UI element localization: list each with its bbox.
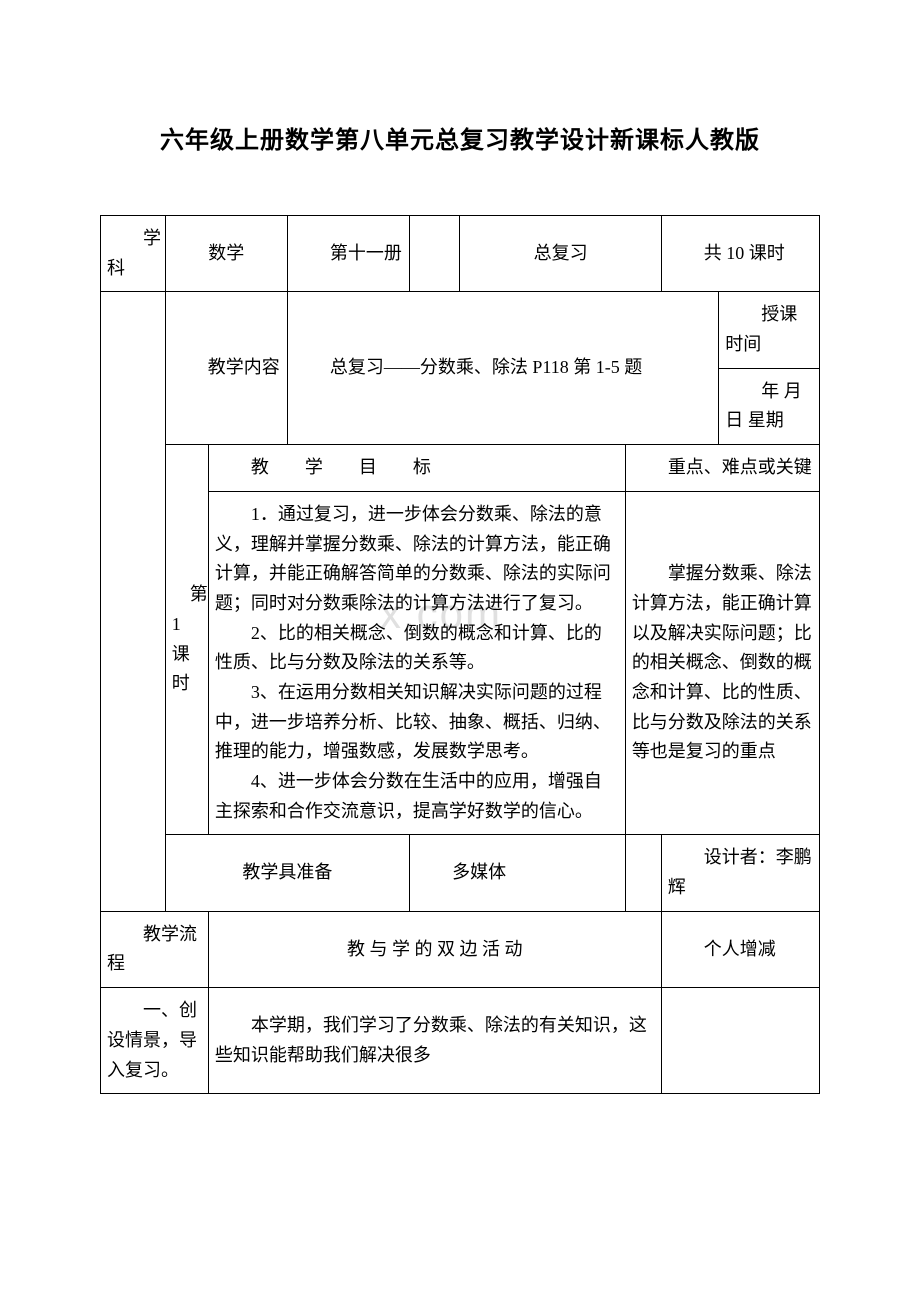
empty-cell-2 <box>625 835 661 911</box>
hours-label: 共 10 课时 <box>661 216 819 292</box>
subject-label: 学科 <box>101 216 166 292</box>
objectives-label: 教 学 目 标 <box>208 445 625 492</box>
empty-personal <box>661 988 819 1094</box>
flow-label: 教学流程 <box>101 911 209 987</box>
empty-left-cell <box>101 292 166 911</box>
table-row: 1．通过复习，进一步体会分数乘、除法的意义，理解并掌握分数乘、除法的计算方法，能… <box>101 491 820 835</box>
activity-label: 教 与 学 的 双 边 活 动 <box>208 911 661 987</box>
objective-2: 2、比的相关概念、倒数的概念和计算、比的性质、比与分数及除法的关系等。 <box>215 619 619 678</box>
lesson-plan-table: 学科 数学 第十一册 总复习 共 10 课时 教学内容 总复习——分数乘、除法 … <box>100 215 820 1094</box>
subject-value: 数学 <box>165 216 287 292</box>
table-row: 一、创设情景，导入复习。 本学期，我们学习了分数乘、除法的有关知识，这些知识能帮… <box>101 988 820 1094</box>
table-row: 教学具准备 多媒体 设计者：李鹏辉 <box>101 835 820 911</box>
document-title: 六年级上册数学第八单元总复习教学设计新课标人教版 <box>100 120 820 155</box>
content-value: 总复习——分数乘、除法 P118 第 1-5 题 <box>287 292 718 445</box>
table-row: 教学内容 总复习——分数乘、除法 P118 第 1-5 题 授课时间 <box>101 292 820 368</box>
objective-4: 4、进一步体会分数在生活中的应用，增强自主探索和合作交流意识，提高学好数学的信心… <box>215 767 619 826</box>
table-row: 教学流程 教 与 学 的 双 边 活 动 个人增减 <box>101 911 820 987</box>
table-row: 第 1 课时 教 学 目 标 重点、难点或关键 <box>101 445 820 492</box>
prep-value: 多媒体 <box>410 835 626 911</box>
empty-cell <box>410 216 460 292</box>
step-content: 本学期，我们学习了分数乘、除法的有关知识，这些知识能帮助我们解决很多 <box>208 988 661 1094</box>
time-label-bottom: 年 月 日 星期 <box>719 368 820 444</box>
keypoints-content: 掌握分数乘、除法计算方法，能正确计算以及解决实际问题；比的相关概念、倒数的概念和… <box>625 491 819 835</box>
keypoints-label: 重点、难点或关键 <box>625 445 819 492</box>
lesson-number: 第 1 课时 <box>165 445 208 835</box>
designer-label: 设计者：李鹏辉 <box>661 835 819 911</box>
unit-value: 总复习 <box>460 216 661 292</box>
objective-1: 1．通过复习，进一步体会分数乘、除法的意义，理解并掌握分数乘、除法的计算方法，能… <box>215 500 619 619</box>
objective-3: 3、在运用分数相关知识解决实际问题的过程中，进一步培养分析、比较、抽象、概括、归… <box>215 678 619 767</box>
content-label: 教学内容 <box>165 292 287 445</box>
table-row: 学科 数学 第十一册 总复习 共 10 课时 <box>101 216 820 292</box>
personal-label: 个人增减 <box>661 911 819 987</box>
objectives-content: 1．通过复习，进一步体会分数乘、除法的意义，理解并掌握分数乘、除法的计算方法，能… <box>208 491 625 835</box>
prep-label: 教学具准备 <box>165 835 409 911</box>
time-label-top: 授课时间 <box>719 292 820 368</box>
book-label: 第十一册 <box>287 216 409 292</box>
step-label: 一、创设情景，导入复习。 <box>101 988 209 1094</box>
